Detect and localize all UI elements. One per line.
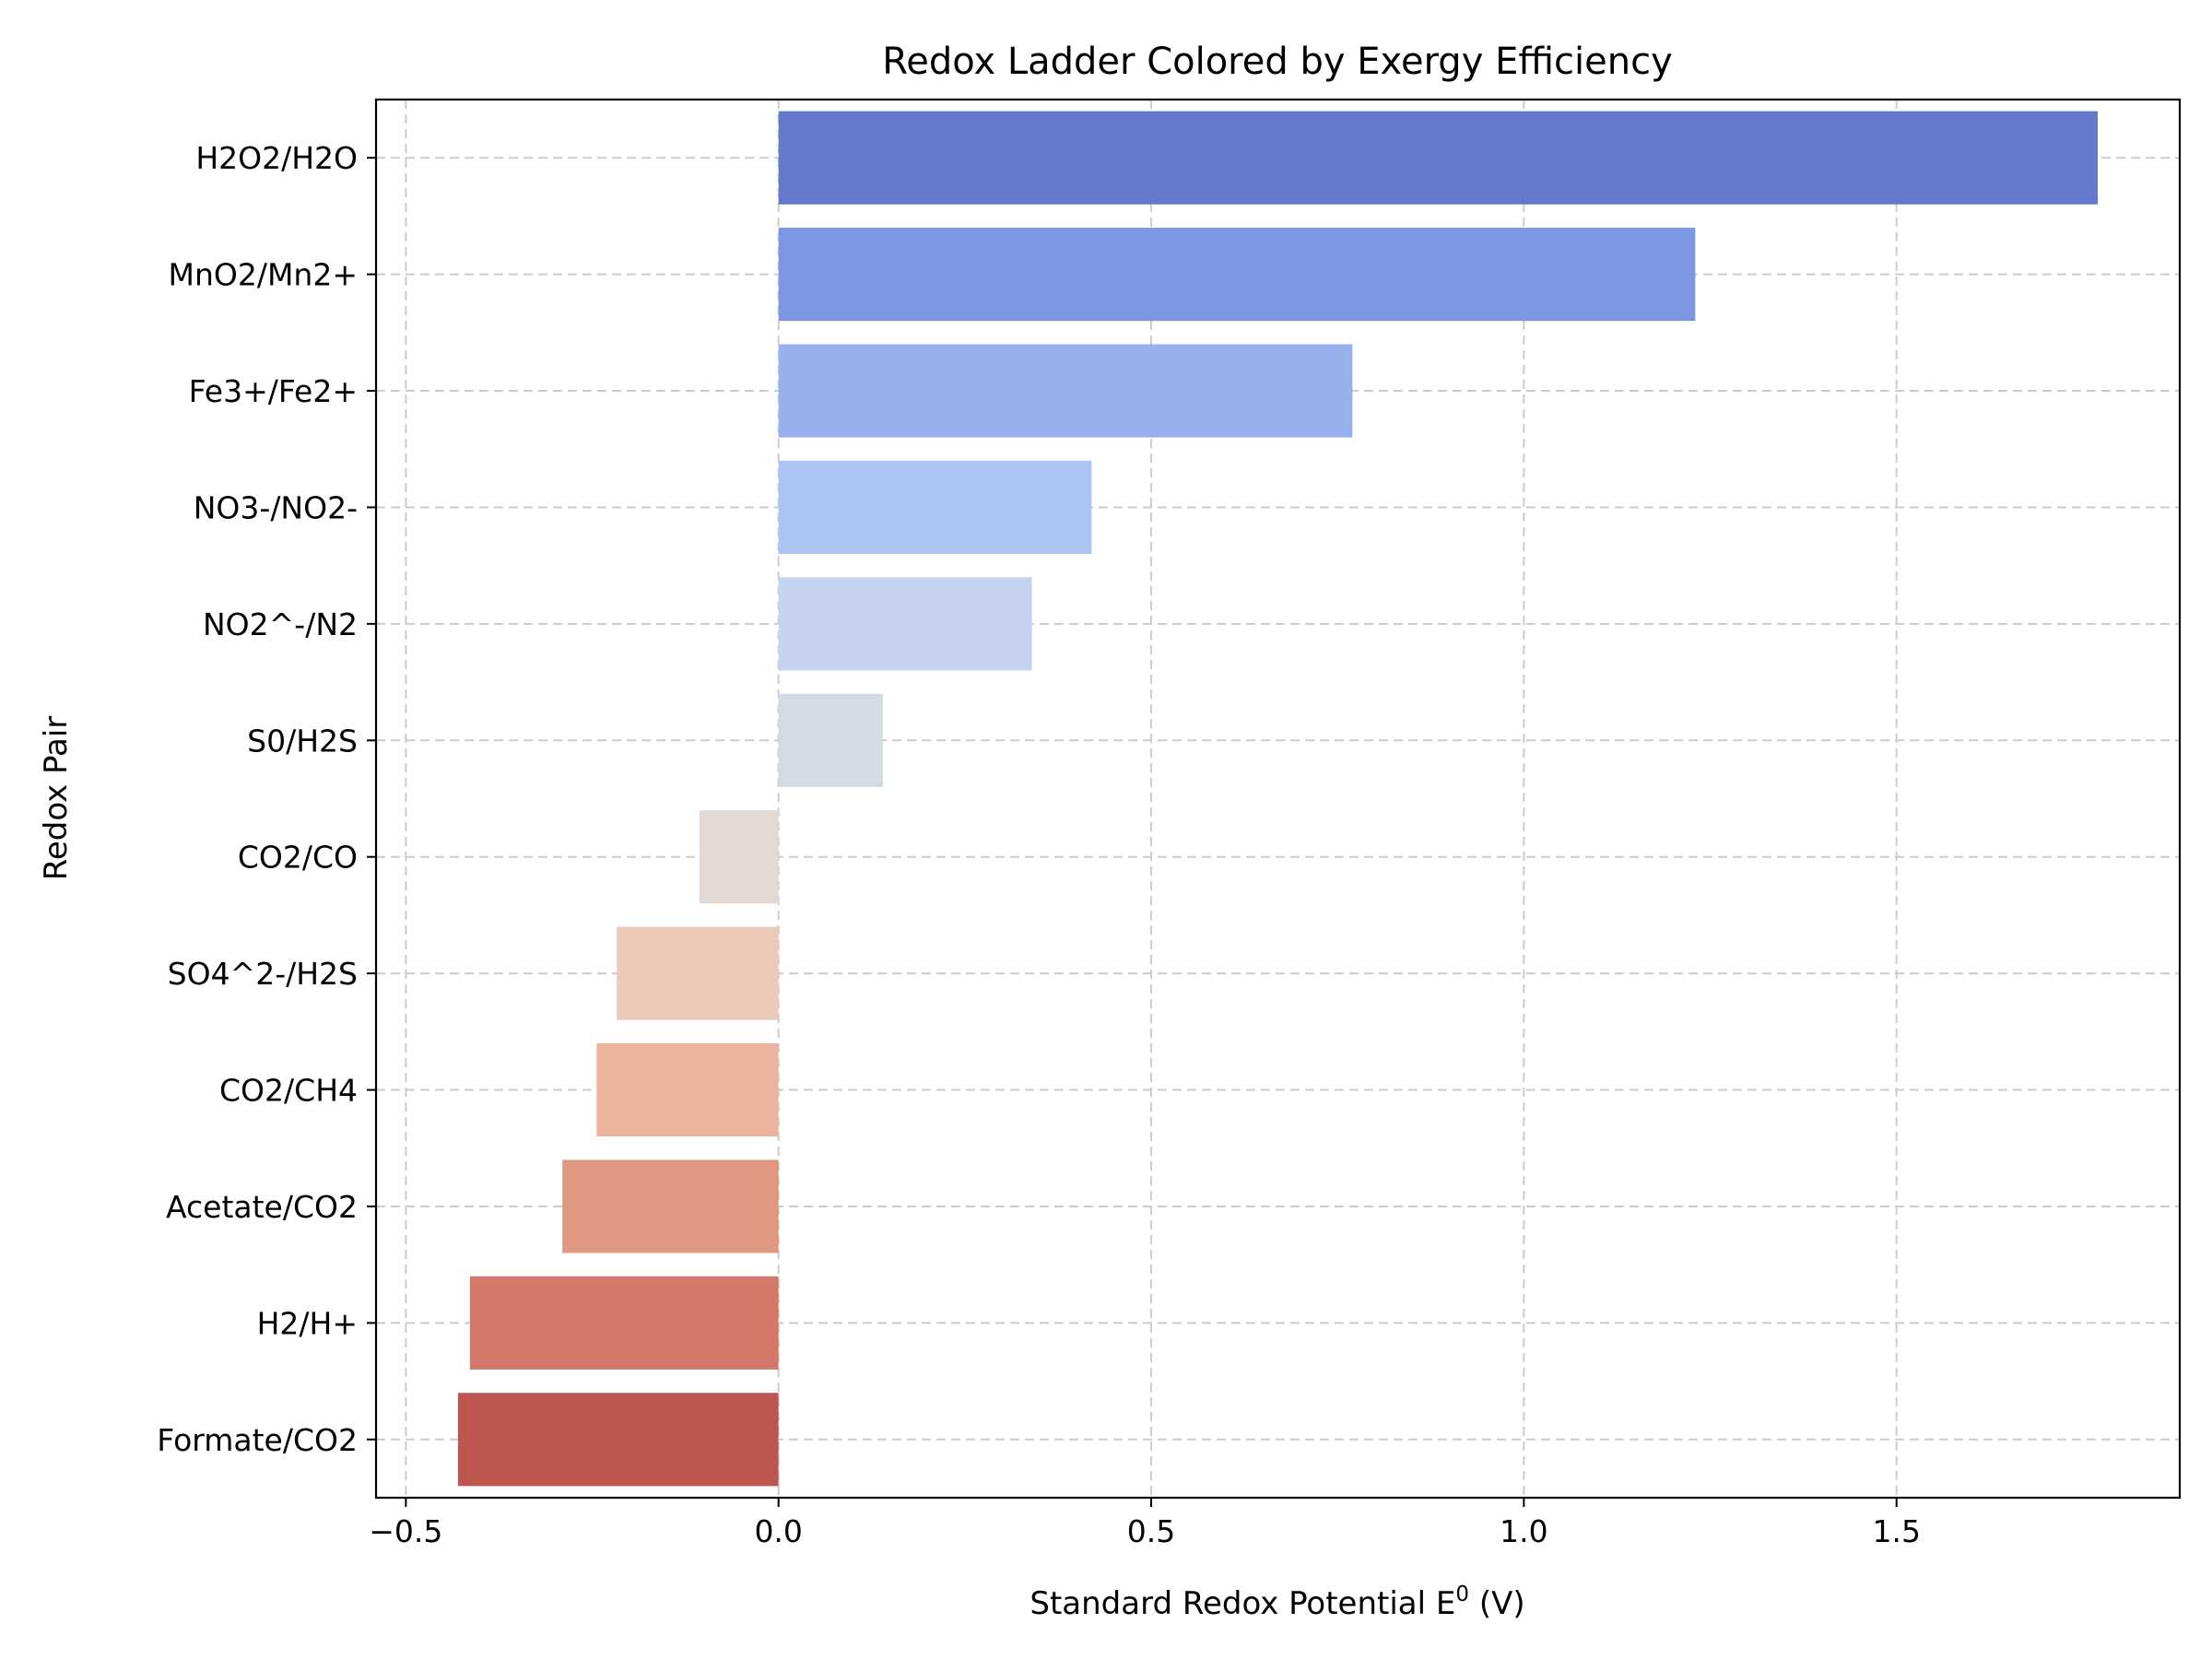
y-tick-label: MnO2/Mn2+ [168, 257, 358, 293]
x-tick-label: 1.0 [1500, 1513, 1547, 1549]
bar-so4-2-h2s [617, 926, 779, 1020]
bar-no3-no2 [778, 460, 1092, 555]
y-tick-label: NO2^-/N2 [203, 606, 358, 642]
bar-mno2-mn2 [778, 228, 1696, 322]
y-tick-label: H2/H+ [257, 1305, 358, 1341]
y-axis-label: Redox Pair [38, 716, 75, 881]
x-axis-label-main: Standard Redox Potential E [1030, 1585, 1455, 1622]
x-axis-label: Standard Redox Potential E0 (V) [1030, 1583, 1524, 1622]
y-tick-label: SO4^2-/H2S [168, 956, 358, 992]
plot-frame [374, 98, 2182, 1500]
bar-co2-co [699, 810, 779, 904]
x-axis-label-unit: (V) [1469, 1585, 1525, 1622]
bar-co2-ch4 [596, 1042, 779, 1137]
x-tick-label: 0.0 [754, 1513, 802, 1549]
x-tick-label: −0.5 [369, 1513, 442, 1549]
y-tick-label: S0/H2S [247, 723, 358, 759]
y-tick-label: Formate/CO2 [157, 1422, 358, 1458]
y-tick-label: H2O2/H2O [195, 140, 358, 176]
y-tick-label: NO3-/NO2- [194, 489, 358, 525]
x-tick-label: 1.5 [1872, 1513, 1920, 1549]
bar-h2o2-h2o [778, 111, 2099, 205]
bar-fe3-fe2 [778, 344, 1353, 438]
x-axis-label-superscript: 0 [1455, 1583, 1469, 1606]
bar-s0-h2s [778, 693, 883, 787]
y-tick-label: CO2/CH4 [219, 1073, 358, 1109]
chart-title: Redox Ladder Colored by Exergy Efficienc… [882, 41, 1673, 83]
bar-no2-n2 [778, 577, 1032, 671]
y-tick-label: Acetate/CO2 [166, 1189, 358, 1225]
x-tick-label: 0.5 [1127, 1513, 1175, 1549]
bar-h2-h [469, 1276, 779, 1370]
bar-formate-co2 [457, 1393, 779, 1487]
bar-acetate-co2 [562, 1159, 779, 1253]
y-tick-label: CO2/CO [238, 840, 358, 876]
y-tick-label: Fe3+/Fe2+ [189, 373, 358, 409]
bar-layer [457, 111, 2099, 1487]
tick-layer: −0.5 0.0 0.5 1.0 1.5 H2O2/H2O MnO2/Mn2+ Fe3+/Fe… [157, 140, 1921, 1549]
